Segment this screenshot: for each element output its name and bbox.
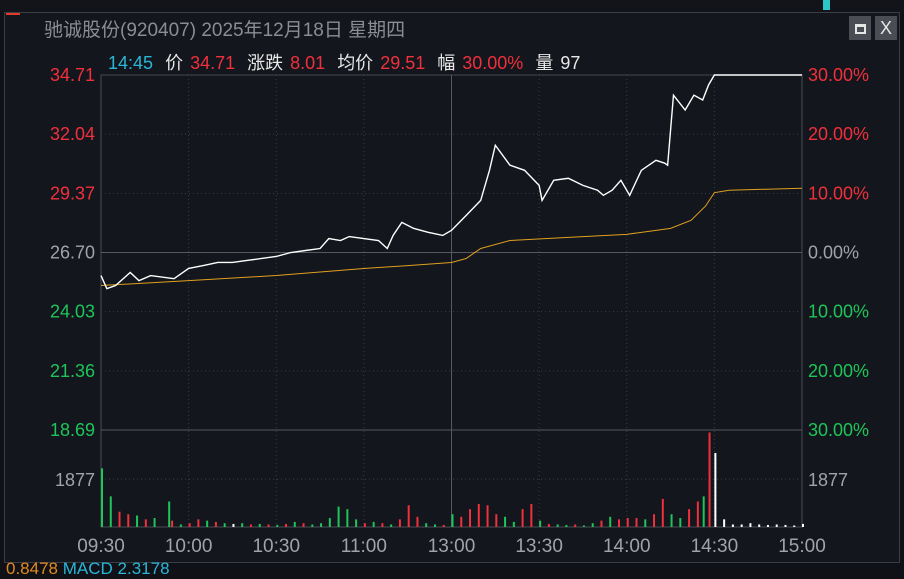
right-tick-label: 10.00% xyxy=(808,183,869,203)
time-tick-label: 14:00 xyxy=(603,536,651,557)
price-value: 34.71 xyxy=(190,53,236,73)
maximize-icon xyxy=(854,24,866,35)
left-tick-label: 18.69 xyxy=(50,420,95,440)
time-tick-label: 09:30 xyxy=(77,536,125,557)
avg-value: 29.51 xyxy=(380,53,426,73)
vol-label: 量 xyxy=(535,53,554,73)
right-tick-label: 0.00% xyxy=(808,243,859,263)
window-title: 驰诚股份(920407) 2025年12月18日 星期四 xyxy=(44,20,406,41)
time-tick-label: 13:00 xyxy=(428,536,476,557)
change-label: 涨跌 xyxy=(247,53,284,73)
time-tick-label: 13:30 xyxy=(515,536,563,557)
price-line xyxy=(100,74,802,290)
maximize-button[interactable] xyxy=(849,16,871,40)
vol-value: 97 xyxy=(560,53,581,73)
time-tick-label: 10:30 xyxy=(252,536,300,557)
right-tick-label: 30.00% xyxy=(808,420,869,440)
right-tick-label: 20.00% xyxy=(808,361,869,381)
price-label: 价 xyxy=(165,53,184,73)
time-tick-label: 14:30 xyxy=(691,536,739,557)
right-tick-label: 30.00% xyxy=(808,65,869,85)
left-tick-label: 26.70 xyxy=(50,243,95,263)
macd-label: MACD xyxy=(62,559,113,578)
time-tick-label: 15:00 xyxy=(778,536,826,557)
close-button[interactable]: X xyxy=(875,16,897,40)
change-value: 8.01 xyxy=(290,53,326,73)
left-tick-label: 34.71 xyxy=(50,65,95,85)
pct-label: 幅 xyxy=(437,53,456,73)
volume-tick-label: 1877 xyxy=(808,470,848,490)
left-tick-label: 32.04 xyxy=(50,124,95,144)
left-tick-label: 29.37 xyxy=(50,183,95,203)
top-strip xyxy=(0,0,904,12)
average-price-line xyxy=(100,187,803,287)
info-bar: 14:45 价 34.71 涨跌 8.01 均价 29.51 幅 30.00% 量 97 xyxy=(108,49,587,75)
pct-value: 30.00% xyxy=(462,53,524,73)
window-accent xyxy=(6,13,20,15)
macd-value2: 2.3178 xyxy=(117,559,170,578)
time-tick-label: 10:00 xyxy=(165,536,213,557)
time-tick-label: 11:00 xyxy=(341,536,387,557)
indicator-block xyxy=(823,0,830,10)
left-tick-label: 21.36 xyxy=(50,361,95,381)
volume-tick-label: 1877 xyxy=(55,470,95,490)
right-tick-label: 10.00% xyxy=(808,302,869,322)
macd-value1: 0.8478 xyxy=(6,559,58,578)
left-tick-label: 24.03 xyxy=(50,302,95,322)
avg-label: 均价 xyxy=(337,53,374,73)
right-tick-label: 20.00% xyxy=(808,124,869,144)
macd-readout: 0.8478 MACD 2.3178 xyxy=(6,559,170,579)
info-time: 14:45 xyxy=(108,53,154,73)
